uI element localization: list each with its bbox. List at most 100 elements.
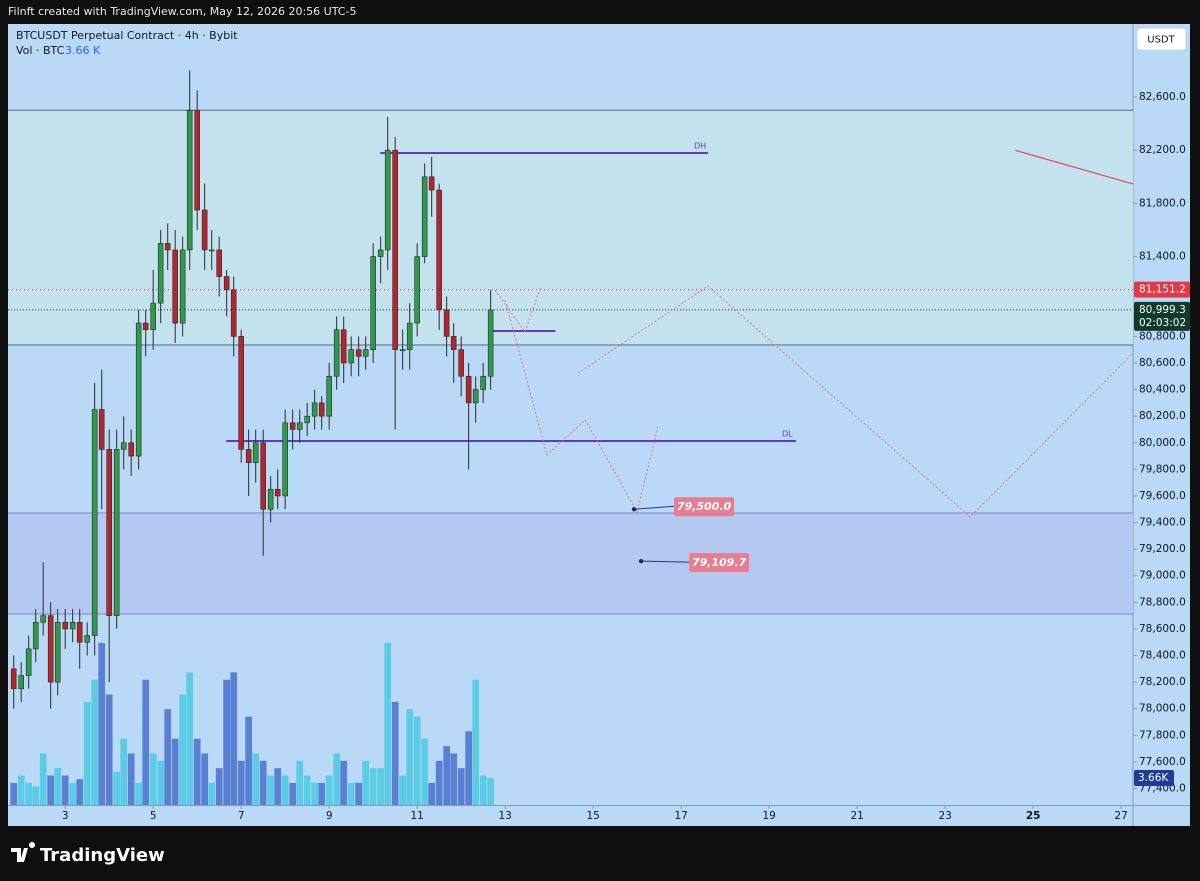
volume-bar: [391, 701, 399, 805]
volume-bar: [17, 775, 25, 805]
annotation-point: [631, 507, 637, 512]
volume-badge: [1134, 770, 1174, 787]
y-tick-label: 77,600.0: [1139, 756, 1186, 768]
volume-bar: [223, 679, 231, 805]
candle-body: [135, 322, 142, 457]
y-tick-label: 80,600.0: [1139, 357, 1186, 369]
candle-body: [289, 422, 296, 430]
x-tick-label: 9: [326, 810, 333, 822]
candle-body: [62, 621, 68, 630]
volume-bar: [457, 768, 465, 805]
candle-body: [208, 249, 215, 252]
candle-body: [480, 375, 486, 390]
y-tick-label: 82,200.0: [1139, 144, 1186, 156]
candle-body: [172, 249, 178, 324]
volume-bar: [311, 782, 319, 805]
level-label: DH: [694, 141, 706, 150]
x-tick-label: 13: [498, 810, 511, 822]
candle-body: [377, 249, 384, 257]
volume-bar: [157, 760, 165, 805]
candle-body: [194, 110, 200, 211]
candle-body: [472, 389, 479, 404]
candle-body: [32, 621, 39, 650]
logo-mark: [11, 842, 36, 862]
candle-body: [128, 442, 134, 457]
currency-label[interactable]: USDT: [1147, 35, 1175, 46]
y-tick-label: 78,000.0: [1139, 703, 1186, 715]
y-tick-label: 81,400.0: [1139, 251, 1186, 263]
candle-body: [311, 402, 318, 417]
volume-bar: [120, 738, 128, 805]
volume-bar: [362, 760, 370, 805]
currency-button[interactable]: [1136, 27, 1187, 51]
y-tick-label: 79,400.0: [1139, 517, 1186, 529]
volume-bar: [230, 672, 238, 805]
volume-bar: [142, 679, 150, 805]
x-tick-label: 7: [238, 810, 245, 822]
volume-bar: [428, 782, 436, 805]
plot-area: DH DL 79,500.0 79,109.7: [8, 70, 1133, 805]
x-tick-label: 15: [586, 810, 599, 822]
candle-body: [340, 329, 347, 364]
candle-body: [296, 422, 303, 430]
volume-bar: [39, 753, 47, 805]
volume-bar: [274, 768, 282, 805]
annotation-label: 79,500.0: [677, 500, 732, 513]
volume-bar: [208, 782, 216, 805]
volume-legend: Vol · BTC: [16, 44, 65, 57]
x-tick-label: 27: [1114, 810, 1127, 822]
volume-bar: [355, 782, 363, 805]
volume-bar: [83, 701, 91, 805]
volume-last-label[interactable]: 3.66 K: [65, 44, 101, 57]
volume-badge-label: 3.66K: [1138, 772, 1169, 784]
volume-bar: [325, 775, 333, 805]
candle-body: [267, 489, 274, 510]
volume-bar: [245, 716, 253, 805]
x-tick-label: 5: [150, 810, 157, 822]
volume-bar: [384, 642, 392, 805]
candle-body: [406, 322, 413, 350]
y-tick-label: 79,600.0: [1139, 490, 1186, 502]
projection-path: [494, 287, 541, 334]
volume-bar: [164, 709, 172, 805]
candle-body: [98, 409, 105, 450]
candle-body: [54, 621, 61, 683]
projection-path: [577, 285, 1133, 518]
annotation-connector: [634, 505, 675, 510]
candle-body: [326, 375, 332, 417]
volume-bar: [369, 768, 377, 805]
candle-body: [465, 375, 472, 404]
volume-bar: [399, 775, 407, 805]
volume-bar: [465, 731, 473, 805]
x-tick-label: 3: [62, 810, 69, 822]
volume-bar: [69, 782, 77, 805]
volume-bar: [149, 753, 157, 805]
volume-bar: [296, 760, 304, 805]
volume-bar: [340, 760, 348, 805]
candle-body: [348, 349, 354, 364]
logo-text[interactable]: TradingView: [40, 845, 165, 866]
volume-bar: [252, 753, 260, 805]
volume-bar: [98, 642, 106, 805]
volume-bar: [105, 694, 113, 805]
candle-body: [362, 349, 369, 357]
volume-bar: [472, 679, 480, 805]
volume-bar: [127, 753, 135, 805]
axes: 82,600.0 82,200.0 81,800.0 81,400.0 80,800.0…: [62, 91, 1190, 822]
candle-body: [318, 402, 325, 417]
candle-body: [384, 149, 391, 251]
volume-bar: [443, 746, 451, 805]
volume-bar: [303, 775, 311, 805]
annotation-label: 79,109.7: [692, 556, 747, 569]
last-price-badge: [1134, 301, 1190, 331]
candle-body: [69, 621, 76, 630]
candle-body: [230, 289, 237, 337]
candle-body: [252, 442, 259, 464]
candle-body: [443, 309, 450, 337]
volume-bar: [32, 786, 40, 805]
candle-body: [428, 176, 435, 191]
x-tick-label: 17: [674, 810, 687, 822]
candle-body: [223, 276, 230, 291]
volume-bar: [193, 738, 201, 805]
